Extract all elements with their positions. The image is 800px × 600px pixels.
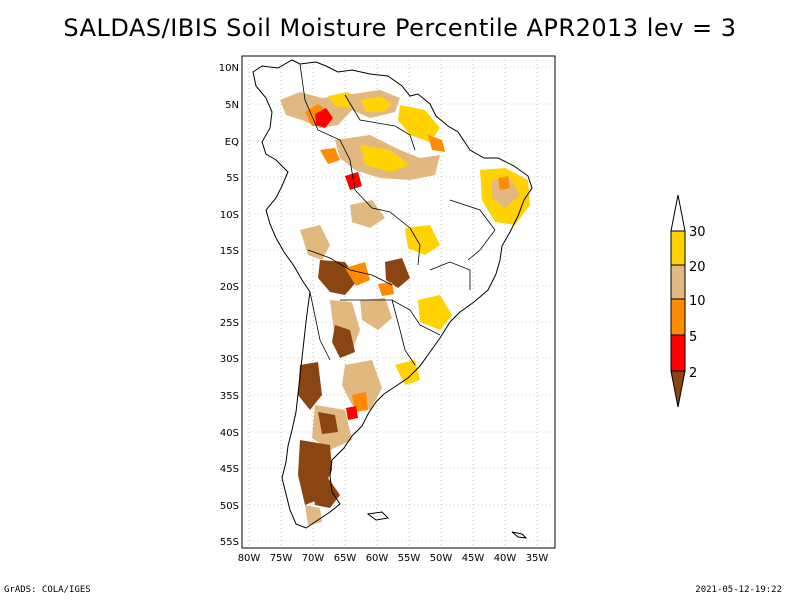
patch-central-brazil (350, 200, 385, 228)
lon-tick-label: 55W (398, 553, 421, 564)
falkland-islands (366, 511, 390, 521)
lat-tick-label: 35S (220, 391, 239, 402)
legend-label: 10 (689, 294, 706, 309)
lon-tick-labels: 80W 75W 70W 65W 60W 55W 50W 45W 40W 35W (238, 553, 549, 564)
lon-tick-label: 50W (430, 553, 453, 564)
legend-label: 20 (689, 260, 706, 275)
patch-peru (300, 225, 330, 260)
lon-tick-label: 65W (334, 553, 357, 564)
legend-swatch-above-30 (670, 194, 686, 232)
legend-swatch-below-2 (670, 370, 686, 408)
lon-tick-label: 40W (494, 553, 517, 564)
patch-central-brazil-yellow (405, 225, 440, 255)
patch-uruguay (395, 360, 420, 385)
lat-tick-label: 10S (220, 210, 239, 221)
lon-tick-label: 75W (270, 553, 293, 564)
legend-label: 30 (689, 225, 706, 240)
patch-cuyo (298, 362, 322, 410)
lat-tick-label: 15S (220, 246, 239, 257)
map-frame (241, 55, 556, 549)
patch-ne-brazil-tan (492, 178, 520, 208)
lat-tick-label: 50S (220, 501, 239, 512)
lat-tick-label: 55S (220, 537, 239, 548)
patch-chaco-brown (332, 325, 355, 358)
patch-amazon-yellow (360, 145, 410, 172)
patch-ne-brazil-orange (498, 176, 510, 190)
color-bar-legend: 30 20 10 5 2 (670, 194, 706, 408)
south-georgia (511, 531, 528, 539)
legend-swatch-10-20 (670, 264, 686, 300)
country-borders (299, 63, 496, 366)
patch-guianas-orange (428, 135, 445, 152)
lat-tick-label: 5N (225, 100, 239, 111)
footer-timestamp: 2021-05-12-19:22 (695, 585, 782, 595)
legend-label: 2 (689, 366, 697, 381)
patch-bolivia-orange (345, 262, 370, 286)
patch-pampas (342, 360, 382, 410)
lon-tick-label: 45W (462, 553, 485, 564)
lat-tick-label: 45S (220, 464, 239, 475)
patch-guianas (398, 105, 440, 142)
lat-tick-labels: 10N 5N EQ 5S 10S 15S 20S 25S 30S 35S 40S… (219, 63, 239, 548)
patch-pampas-red (346, 406, 358, 420)
patch-tierra-del-fuego (305, 505, 322, 525)
lon-tick-label: 70W (302, 553, 325, 564)
patch-paraguay (360, 298, 392, 330)
patch-amazon-orange (320, 148, 340, 164)
patch-patagonia-tan (312, 478, 340, 508)
patch-colombia-red (315, 108, 333, 128)
patch-patagonia (298, 440, 332, 505)
legend-swatch-2-5 (670, 334, 686, 372)
lat-tick-label: 5S (226, 173, 239, 184)
lat-tick-label: 30S (220, 354, 239, 365)
lat-tick-label: EQ (225, 137, 239, 148)
lon-tick-label: 35W (526, 553, 549, 564)
legend-swatch-5-10 (670, 298, 686, 336)
south-america-outline (252, 59, 533, 529)
patch-s-brazil (418, 295, 452, 330)
patch-n-patagonia-brown (318, 412, 338, 434)
patch-pantanal (385, 258, 410, 288)
lat-tick-label: 10N (219, 63, 239, 74)
lat-tick-label: 40S (220, 428, 239, 439)
patch-pantanal-orange (378, 282, 394, 296)
soil-moisture-patches (280, 90, 530, 525)
patch-venezuela-yellow (360, 96, 392, 112)
lat-tick-label: 25S (220, 318, 239, 329)
legend-swatch-20-30 (670, 230, 686, 266)
footer-credit: GrADS: COLA/IGES (4, 585, 91, 595)
map-title: SALDAS/IBIS Soil Moisture Percentile APR… (63, 14, 737, 42)
legend-label: 5 (689, 330, 697, 345)
lat-tick-label: 20S (220, 282, 239, 293)
map-gridlines (242, 56, 555, 548)
lon-tick-label: 60W (366, 553, 389, 564)
lon-tick-label: 80W (238, 553, 261, 564)
